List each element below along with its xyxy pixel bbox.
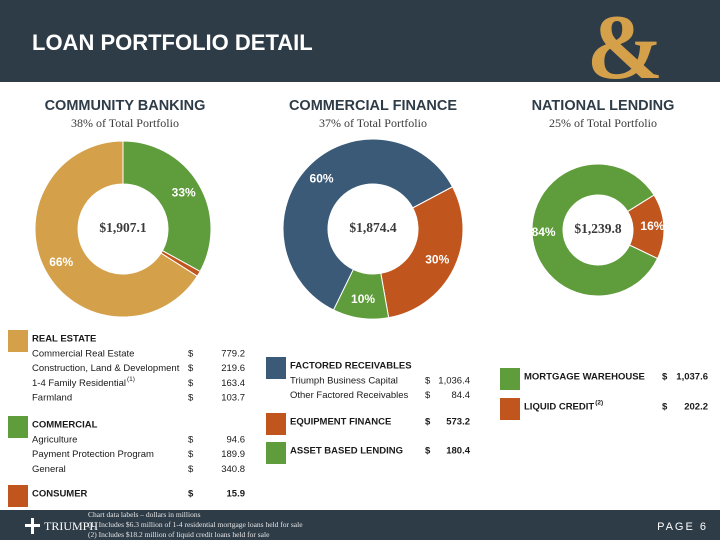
chart-title: NATIONAL LENDING <box>532 98 675 114</box>
chart-title: COMMERCIAL FINANCE <box>289 98 457 114</box>
amount: 103.7 <box>221 393 245 404</box>
legend-swatch <box>266 442 286 464</box>
value-label: 66% <box>49 255 73 269</box>
amount: 573.2 <box>446 417 470 428</box>
amount: 15.9 <box>227 489 246 500</box>
amount: 163.4 <box>221 378 245 389</box>
chart-title: COMMUNITY BANKING <box>45 98 206 114</box>
chart-subtitle: 25% of Total Portfolio <box>549 116 657 130</box>
value-label: 84% <box>532 225 556 239</box>
currency: $ <box>188 393 194 404</box>
footnote-marker: (2) <box>595 400 603 407</box>
amount: 202.2 <box>684 402 708 413</box>
section-header: EQUIPMENT FINANCE <box>290 417 391 428</box>
amount: 1,037.6 <box>676 372 708 383</box>
currency: $ <box>188 378 194 389</box>
footnote: (2) Includes $18.2 million of liquid cre… <box>88 530 270 539</box>
legend-swatch <box>8 416 28 438</box>
pie-slice <box>34 140 198 318</box>
value-label: 60% <box>310 172 334 186</box>
legend-swatch <box>8 330 28 352</box>
currency: $ <box>662 372 668 383</box>
footer-band <box>0 510 720 540</box>
amount: 84.4 <box>452 390 471 401</box>
row-label: Payment Protection Program <box>32 449 154 460</box>
currency: $ <box>188 449 194 460</box>
pie-slice <box>282 138 454 311</box>
section-header: CONSUMER <box>32 489 88 500</box>
currency: $ <box>662 402 668 413</box>
legend-swatch <box>8 485 28 507</box>
pie-slice <box>380 186 464 319</box>
footnote: (1) Includes $6.3 million of 1-4 residen… <box>88 520 303 529</box>
chart-subtitle: 37% of Total Portfolio <box>319 116 427 130</box>
row-label: Agriculture <box>32 435 77 446</box>
brand-icon <box>25 518 40 534</box>
pie-slice <box>122 140 212 273</box>
row-label: Farmland <box>32 393 72 404</box>
currency: $ <box>425 417 431 428</box>
amount: 779.2 <box>221 349 245 360</box>
amount: 1,036.4 <box>438 376 470 387</box>
row-label: Construction, Land & Development <box>32 363 180 374</box>
logo: & <box>587 0 664 98</box>
brand: TRIUMPH <box>44 519 98 533</box>
amount: 340.8 <box>221 464 245 475</box>
currency: $ <box>425 446 431 457</box>
pie-slice <box>531 163 659 297</box>
header-band <box>0 0 720 82</box>
legend-swatch <box>266 413 286 435</box>
footnote-marker: (1) <box>127 376 135 383</box>
amount: 219.6 <box>221 363 245 374</box>
row-label: General <box>32 464 66 475</box>
row-label: Other Factored Receivables <box>290 390 409 401</box>
currency: $ <box>188 349 194 360</box>
page-title: LOAN PORTFOLIO DETAIL <box>32 30 313 55</box>
footnote: Chart data labels – dollars in millions <box>88 510 201 519</box>
amount: 94.6 <box>227 435 246 446</box>
section-header: MORTGAGE WAREHOUSE <box>524 372 645 383</box>
currency: $ <box>188 489 194 500</box>
row-label: 1-4 Family Residential <box>32 378 126 389</box>
legend-swatch <box>500 398 520 420</box>
amount: 189.9 <box>221 449 245 460</box>
legend-swatch <box>500 368 520 390</box>
center-label: $1,239.8 <box>574 221 622 236</box>
value-label: 30% <box>425 253 449 267</box>
currency: $ <box>188 464 194 475</box>
page-number: PAGE 6 <box>657 521 708 533</box>
center-label: $1,907.1 <box>99 220 147 235</box>
value-label: 33% <box>172 185 196 199</box>
section-header: REAL ESTATE <box>32 334 96 345</box>
chart-subtitle: 38% of Total Portfolio <box>71 116 179 130</box>
center-label: $1,874.4 <box>349 220 397 235</box>
amount: 180.4 <box>446 446 470 457</box>
section-header: ASSET BASED LENDING <box>290 446 403 457</box>
section-header: FACTORED RECEIVABLES <box>290 361 412 372</box>
currency: $ <box>188 363 194 374</box>
row-label: Commercial Real Estate <box>32 349 134 360</box>
section-header: LIQUID CREDIT <box>524 402 594 413</box>
legend-swatch <box>266 357 286 379</box>
currency: $ <box>425 390 431 401</box>
row-label: Triumph Business Capital <box>290 376 398 387</box>
value-label: 10% <box>351 292 375 306</box>
currency: $ <box>188 435 194 446</box>
currency: $ <box>425 376 431 387</box>
section-header: COMMERCIAL <box>32 420 98 431</box>
value-label: 16% <box>640 219 664 233</box>
